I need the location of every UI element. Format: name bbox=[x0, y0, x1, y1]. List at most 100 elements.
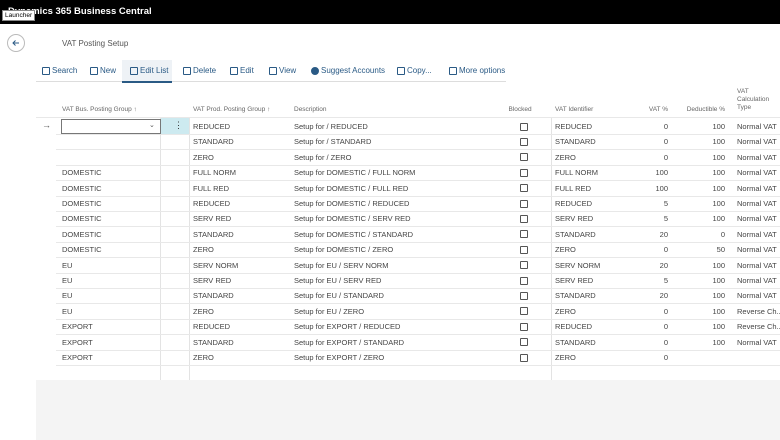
cell: 0 bbox=[663, 137, 668, 147]
cell: Normal VAT bbox=[737, 199, 777, 208]
action-button[interactable]: Delete bbox=[193, 66, 217, 75]
action-button[interactable]: Suggest Accounts bbox=[321, 66, 386, 75]
checkbox[interactable] bbox=[520, 168, 528, 177]
row-line bbox=[56, 257, 780, 259]
checkbox[interactable] bbox=[520, 245, 528, 254]
cell: 100 bbox=[712, 183, 725, 193]
cell: Reverse Ch... bbox=[737, 322, 780, 332]
header-line bbox=[36, 117, 780, 118]
row-arrow: → bbox=[42, 120, 51, 130]
cell: Setup for EXPORT / REDUCED bbox=[294, 322, 401, 332]
cell: Normal VAT bbox=[737, 168, 777, 178]
cell: Setup for DOMESTIC / FULL NORM bbox=[294, 168, 416, 178]
cell: EU bbox=[62, 306, 73, 316]
cell: STANDARD bbox=[555, 337, 596, 347]
cell: STANDARD bbox=[193, 229, 234, 239]
cell: 100 bbox=[712, 168, 725, 178]
checkbox[interactable] bbox=[520, 199, 528, 208]
cell: 0 bbox=[663, 152, 668, 162]
checkbox[interactable] bbox=[520, 153, 528, 162]
back-button[interactable] bbox=[7, 34, 25, 52]
action-icon bbox=[449, 67, 457, 75]
cell: EU bbox=[62, 276, 73, 285]
cell: Reverse Ch... bbox=[737, 306, 780, 316]
checkbox[interactable] bbox=[520, 338, 528, 347]
column-header[interactable]: VAT Calculation Type bbox=[737, 88, 770, 111]
cell: FULL NORM bbox=[193, 168, 237, 178]
cell: Setup for / REDUCED bbox=[294, 122, 368, 131]
cell: ZERO bbox=[193, 245, 214, 255]
action-button[interactable]: Edit bbox=[240, 66, 254, 75]
action-button[interactable]: View bbox=[279, 66, 297, 75]
cell: ZERO bbox=[193, 152, 214, 162]
launcher-tooltip: Launcher bbox=[2, 10, 36, 21]
row-line bbox=[56, 241, 780, 243]
cell: 100 bbox=[712, 260, 725, 270]
checkbox[interactable] bbox=[520, 122, 528, 131]
checkbox[interactable] bbox=[520, 261, 528, 270]
cell: Setup for EXPORT / STANDARD bbox=[294, 337, 405, 347]
cell: Setup for DOMESTIC / FULL RED bbox=[294, 183, 409, 193]
action-button[interactable]: Edit List bbox=[140, 66, 169, 75]
cell: Normal VAT bbox=[737, 276, 777, 285]
column-header[interactable]: VAT Bus. Posting Group ↑ bbox=[62, 106, 137, 113]
column-line bbox=[189, 118, 190, 380]
checkbox[interactable] bbox=[520, 230, 528, 239]
cell: 100 bbox=[712, 152, 725, 162]
cell: Normal VAT bbox=[737, 337, 777, 347]
page-title: VAT Posting Setup bbox=[62, 39, 129, 48]
cell: SERV RED bbox=[555, 214, 594, 224]
action-icon bbox=[397, 67, 405, 75]
column-header[interactable]: Blocked bbox=[508, 106, 532, 113]
cell: 0 bbox=[663, 306, 668, 316]
cell: FULL RED bbox=[193, 183, 229, 193]
checkbox[interactable] bbox=[520, 214, 528, 223]
cell: Normal VAT bbox=[737, 122, 777, 131]
row-line bbox=[56, 211, 780, 212]
row-menu[interactable] bbox=[161, 118, 189, 134]
row-line bbox=[56, 226, 780, 228]
row-line bbox=[56, 272, 780, 274]
column-header[interactable]: Deductible % bbox=[686, 106, 725, 113]
cell: REDUCED bbox=[193, 322, 231, 332]
checkbox[interactable] bbox=[520, 184, 528, 193]
action-button[interactable]: New bbox=[100, 66, 117, 75]
action-icon bbox=[269, 67, 277, 75]
action-icon bbox=[230, 67, 238, 75]
row-line bbox=[56, 303, 780, 305]
row-line bbox=[56, 180, 780, 182]
column-header[interactable]: VAT Prod. Posting Group ↑ bbox=[193, 106, 271, 113]
input-box[interactable] bbox=[61, 119, 161, 134]
cell: Setup for EU / SERV NORM bbox=[294, 260, 389, 270]
cell: DOMESTIC bbox=[62, 229, 102, 239]
checkbox[interactable] bbox=[520, 291, 528, 300]
app-title[interactable]: Dynamics 365 Business Central bbox=[8, 6, 152, 17]
checkbox[interactable] bbox=[520, 353, 528, 362]
cell: Setup for DOMESTIC / SERV RED bbox=[294, 214, 411, 224]
cell: 100 bbox=[712, 199, 725, 208]
column-line bbox=[160, 118, 161, 380]
cell: 0 bbox=[663, 122, 668, 131]
checkbox[interactable] bbox=[520, 322, 528, 331]
checkbox[interactable] bbox=[520, 137, 528, 146]
column-header[interactable]: VAT Identifier bbox=[555, 106, 594, 113]
cell: ZERO bbox=[555, 152, 576, 162]
checkbox[interactable] bbox=[520, 307, 528, 316]
cell: 0 bbox=[663, 322, 668, 332]
cell: SERV RED bbox=[193, 214, 232, 224]
cell: REDUCED bbox=[555, 199, 593, 208]
cell: Setup for EU / STANDARD bbox=[294, 291, 384, 301]
action-button[interactable]: More options bbox=[459, 66, 506, 75]
cell: 100 bbox=[712, 337, 725, 347]
cell: Normal VAT bbox=[737, 291, 777, 301]
cell: 5 bbox=[663, 199, 668, 208]
column-header[interactable]: Description bbox=[294, 106, 327, 113]
cell: 100 bbox=[712, 276, 725, 285]
checkbox[interactable] bbox=[520, 276, 528, 285]
action-button[interactable]: Copy... bbox=[407, 66, 432, 75]
cell: 100 bbox=[712, 137, 725, 147]
column-header[interactable]: VAT % bbox=[648, 106, 668, 113]
action-button[interactable]: Search bbox=[52, 66, 78, 75]
cell: Normal VAT bbox=[737, 137, 777, 147]
row-line bbox=[56, 164, 780, 166]
